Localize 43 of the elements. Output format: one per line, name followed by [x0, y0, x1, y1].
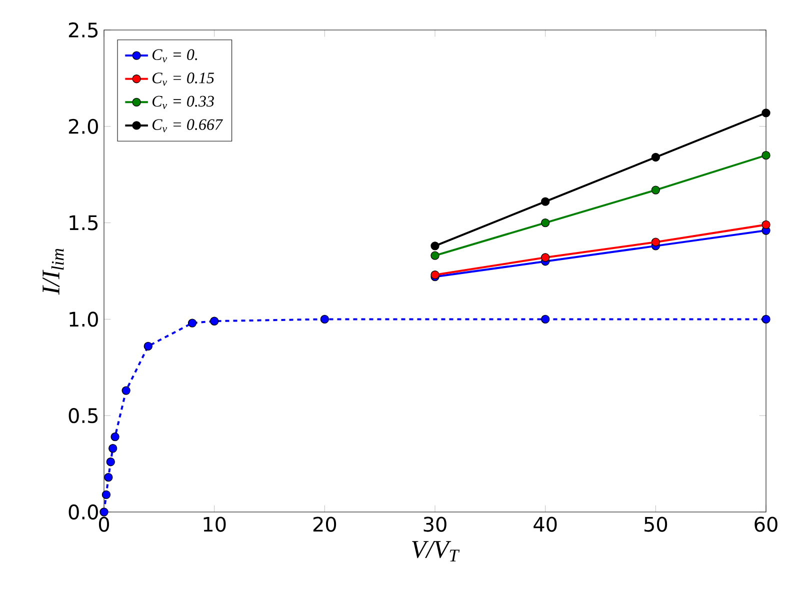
y-tick-label: 1.0	[70, 312, 98, 327]
point	[430, 242, 440, 250]
x-tick-label: 60	[754, 516, 778, 532]
point	[108, 444, 118, 453]
y-axis-title: I/I$_{lim}$	[42, 248, 64, 295]
x-tick-label: 50	[644, 516, 668, 532]
point	[210, 316, 219, 326]
point	[430, 251, 440, 260]
point	[122, 386, 130, 395]
x-tick-label: 0	[98, 516, 110, 532]
legend-label: C$_{v}$ = 0.	[152, 49, 198, 62]
point	[651, 152, 660, 162]
point	[100, 508, 108, 516]
point	[188, 318, 197, 328]
x-tick-label: 30	[424, 516, 446, 532]
point	[651, 186, 660, 194]
x-tick-label: 20	[313, 516, 336, 532]
point	[651, 238, 660, 246]
y-tick-label: 2.0	[68, 118, 98, 134]
point	[762, 108, 770, 118]
point	[762, 314, 770, 324]
x-tick-label: 10	[204, 516, 226, 532]
point	[541, 314, 550, 324]
point	[762, 220, 770, 230]
point	[541, 218, 550, 228]
y-tick-label: 1.5	[70, 215, 98, 230]
point	[104, 472, 113, 482]
x-axis-title: V/V$_{T}$	[412, 541, 460, 562]
point	[541, 253, 550, 262]
x-tick-label: 40	[534, 516, 557, 532]
legend-label: C$_{v}$ = 0.667	[152, 119, 224, 132]
y-tick-label: 2.5	[68, 22, 98, 38]
y-tick-label: 0.5	[68, 408, 98, 424]
point	[144, 342, 152, 351]
point	[762, 150, 770, 160]
point	[110, 432, 120, 442]
point	[320, 314, 330, 324]
y-tick-label: 0.0	[68, 504, 98, 520]
point	[102, 490, 111, 499]
point	[106, 458, 115, 466]
point	[541, 197, 550, 206]
legend-label: C$_{v}$ = 0.33	[152, 96, 214, 109]
legend-label: C$_{v}$ = 0.15	[152, 72, 214, 86]
